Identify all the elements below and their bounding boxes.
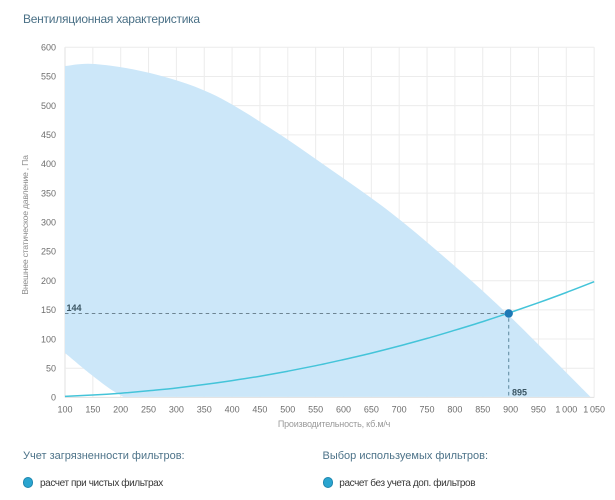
svg-text:150: 150 (41, 305, 56, 315)
svg-text:500: 500 (41, 101, 56, 111)
svg-text:850: 850 (475, 405, 490, 415)
svg-text:450: 450 (41, 130, 56, 140)
svg-text:550: 550 (41, 72, 56, 82)
svg-text:50: 50 (46, 363, 56, 373)
svg-text:600: 600 (336, 405, 351, 415)
svg-text:100: 100 (57, 405, 72, 415)
svg-text:350: 350 (197, 405, 212, 415)
svg-text:250: 250 (41, 247, 56, 257)
svg-text:1 000: 1 000 (555, 405, 577, 415)
svg-text:895: 895 (512, 387, 527, 397)
svg-text:750: 750 (420, 405, 435, 415)
svg-text:300: 300 (41, 218, 56, 228)
svg-text:450: 450 (252, 405, 267, 415)
svg-text:Производительность, кб.м/ч: Производительность, кб.м/ч (278, 419, 391, 429)
svg-text:900: 900 (503, 405, 518, 415)
svg-text:0: 0 (51, 393, 56, 403)
svg-text:Внешнее статическое давление ,: Внешнее статическое давление , Па (20, 155, 30, 295)
svg-text:550: 550 (308, 405, 323, 415)
svg-text:100: 100 (41, 334, 56, 344)
svg-text:600: 600 (41, 43, 56, 53)
svg-text:200: 200 (41, 276, 56, 286)
svg-text:650: 650 (364, 405, 379, 415)
svg-text:144: 144 (67, 303, 82, 313)
svg-text:300: 300 (169, 405, 184, 415)
svg-text:350: 350 (41, 188, 56, 198)
svg-text:150: 150 (85, 405, 100, 415)
svg-text:400: 400 (41, 159, 56, 169)
svg-text:700: 700 (392, 405, 407, 415)
svg-text:200: 200 (113, 405, 128, 415)
svg-text:800: 800 (447, 405, 462, 415)
svg-text:1 050: 1 050 (583, 405, 605, 415)
svg-text:400: 400 (225, 405, 240, 415)
svg-text:950: 950 (531, 405, 546, 415)
svg-text:250: 250 (141, 405, 156, 415)
svg-text:500: 500 (280, 405, 295, 415)
